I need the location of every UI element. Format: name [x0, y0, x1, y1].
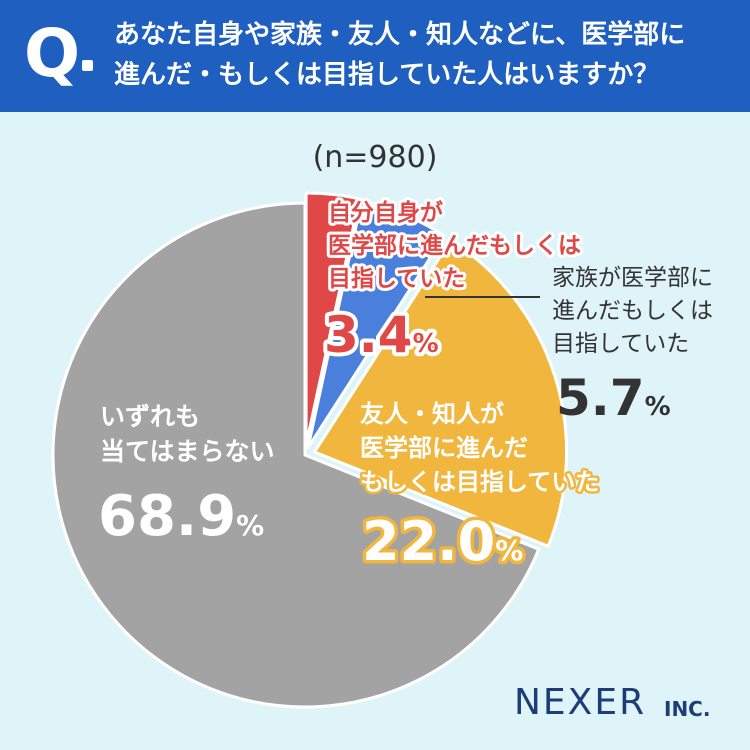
slice-family — [306, 199, 446, 450]
sample-size: (n=980) — [312, 140, 438, 175]
slice-friends — [313, 238, 568, 548]
percent-family: 5.7% — [556, 369, 671, 427]
label-family-line-1: 家族が医学部に — [552, 265, 713, 291]
label-none-line-2: 当てはまらない — [100, 437, 275, 466]
label-family-line-2: 進んだもしくは — [552, 298, 713, 324]
percent-friends: 22.0% — [362, 510, 523, 573]
q-mark: Q — [24, 15, 81, 92]
nexer-logo: NEXER — [514, 682, 647, 723]
percent-none: 68.9% — [98, 484, 264, 549]
percent-self: 3.4% — [324, 306, 439, 364]
label-friends-line-1: 友人・知人が — [360, 400, 504, 428]
label-friends-line-3: もしくは目指していた — [360, 468, 599, 496]
label-none-line-1: いずれも — [100, 402, 200, 431]
label-self-line-3: 目指していた — [328, 266, 465, 292]
question-text-line-1: あなた自身や家族・友人・知人などに、医学部に — [114, 20, 686, 50]
question-text-line-2: 進んだ・もしくは目指していた人はいますか？ — [114, 60, 660, 90]
slice-self — [304, 191, 361, 447]
slice-none — [51, 201, 541, 709]
label-friends-line-2: 医学部に進んだ — [360, 434, 528, 462]
label-self-line-1: 自分自身が — [328, 199, 443, 226]
question-header: Q あなた自身や家族・友人・知人などに、医学部に 進んだ・もしくは目指していた人… — [0, 0, 750, 112]
q-dot-icon — [82, 60, 93, 71]
label-family-line-3: 目指していた — [552, 331, 689, 357]
nexer-logo-suffix: INC. — [664, 697, 711, 721]
label-self-line-2: 医学部に進んだもしくは — [328, 232, 581, 259]
